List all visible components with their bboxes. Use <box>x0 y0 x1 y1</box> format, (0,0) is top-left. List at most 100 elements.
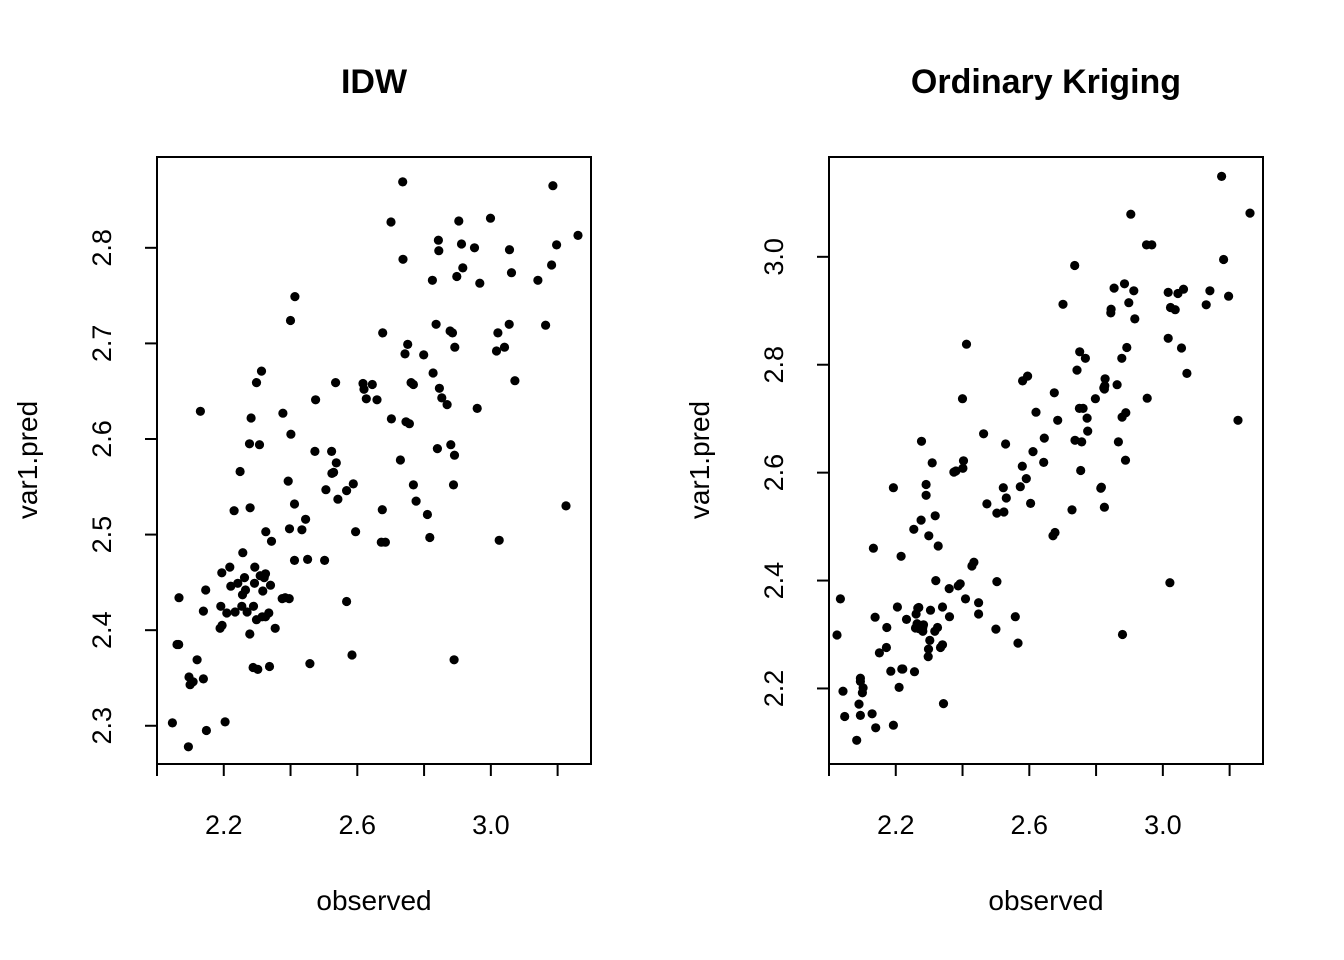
idw-data-point <box>573 230 583 240</box>
idw-data-point <box>499 342 510 352</box>
kriging-data-point <box>1031 407 1041 417</box>
kriging-data-point <box>1126 209 1136 219</box>
kriging-data-point <box>1075 347 1085 357</box>
idw-data-point <box>242 607 252 617</box>
kriging-data-point <box>974 609 984 619</box>
kriging-data-point <box>961 339 972 349</box>
idw-data-point <box>493 328 503 338</box>
kriging-data-point <box>1205 286 1215 296</box>
kriging-x-tick-label: 3.0 <box>1144 810 1182 840</box>
kriging-data-point <box>1219 254 1229 265</box>
idw-data-point <box>398 177 408 187</box>
kriging-data-point <box>835 594 846 604</box>
idw-points <box>167 177 583 752</box>
idw-x-axis: 2.2 2.6 3.0 <box>156 763 559 840</box>
kriging-data-point <box>927 458 937 468</box>
idw-data-point <box>348 479 358 489</box>
kriging-data-point <box>944 612 955 622</box>
kriging-data-point <box>982 499 992 509</box>
kriging-data-point <box>874 648 885 658</box>
idw-data-point <box>434 246 444 256</box>
idw-data-point <box>265 580 276 590</box>
kriging-data-point <box>854 699 864 709</box>
kriging-data-point <box>840 711 850 722</box>
kriging-data-point <box>1173 288 1183 299</box>
idw-data-point <box>442 400 452 410</box>
idw-data-point <box>285 315 296 326</box>
idw-data-point <box>449 450 460 460</box>
idw-data-point <box>278 408 288 418</box>
idw-data-point <box>256 366 267 376</box>
kriging-data-point <box>857 688 868 698</box>
idw-data-point <box>504 245 515 255</box>
idw-y-tick-label: 2.7 <box>87 325 117 363</box>
kriging-data-point <box>1015 482 1025 492</box>
idw-data-point <box>311 395 321 405</box>
idw-y-tick-label: 2.5 <box>87 516 117 554</box>
idw-data-point <box>506 268 517 278</box>
idw-data-point <box>217 568 227 578</box>
idw-data-point <box>266 536 277 546</box>
kriging-data-point <box>1117 629 1128 640</box>
kriging-data-point <box>1026 498 1036 508</box>
kriging-data-point <box>1129 286 1139 296</box>
kriging-data-point <box>1017 461 1027 471</box>
idw-data-point <box>475 278 485 288</box>
idw-y-tick-label: 2.3 <box>87 707 117 745</box>
kriging-data-point <box>949 467 959 477</box>
idw-data-point <box>342 486 352 496</box>
idw-data-point <box>351 527 361 537</box>
idw-data-point <box>320 555 330 566</box>
idw-data-point <box>432 444 442 454</box>
idw-y-axis: 2.3 2.4 2.5 2.6 2.7 2.8 <box>87 229 158 745</box>
kriging-data-point <box>896 551 906 561</box>
idw-data-point <box>229 506 239 516</box>
kriging-data-point <box>1018 376 1028 386</box>
kriging-data-point <box>935 642 946 653</box>
idw-data-point <box>198 674 208 684</box>
idw-data-point <box>230 607 240 617</box>
idw-data-point <box>235 466 245 477</box>
kriging-data-point <box>1013 638 1023 648</box>
kriging-data-point <box>888 720 899 730</box>
kriging-data-point <box>1122 342 1132 353</box>
idw-data-point <box>195 406 205 416</box>
idw-y-tick-label: 2.8 <box>87 229 117 267</box>
idw-data-point <box>174 639 184 650</box>
kriging-data-point <box>1120 455 1131 465</box>
kriging-data-point <box>909 667 920 677</box>
kriging-data-point <box>999 507 1009 517</box>
idw-data-point <box>561 501 571 511</box>
kriging-data-point <box>838 686 848 696</box>
idw-data-point <box>188 677 198 687</box>
kriging-data-point <box>1163 333 1173 343</box>
kriging-data-point <box>1182 368 1192 378</box>
kriging-data-point <box>1201 300 1211 310</box>
idw-data-point <box>395 455 405 465</box>
idw-data-point <box>449 655 459 665</box>
kriging-data-point <box>882 622 892 633</box>
kriging-data-point <box>979 429 989 439</box>
kriging-y-tick-label: 2.4 <box>759 562 789 600</box>
kriging-data-point <box>1076 465 1086 476</box>
idw-x-tick-label: 2.2 <box>205 810 243 840</box>
idw-data-point <box>434 383 444 393</box>
idw-data-point <box>454 216 464 226</box>
idw-data-point <box>270 623 280 633</box>
idw-data-point <box>284 594 294 604</box>
kriging-data-point <box>909 524 919 534</box>
kriging-data-point <box>1163 287 1173 297</box>
kriging-data-point <box>958 463 968 473</box>
idw-data-point <box>290 292 300 302</box>
kriging-data-point <box>1106 304 1116 314</box>
idw-data-point <box>327 446 337 456</box>
idw-data-point <box>331 378 341 388</box>
idw-data-point <box>333 494 343 504</box>
idw-data-point <box>377 505 387 515</box>
kriging-panel: Ordinary Kriging observed var1.pred 2.2 2… <box>684 63 1264 916</box>
idw-data-point <box>216 601 226 611</box>
kriging-data-point <box>898 664 908 674</box>
idw-data-point <box>425 532 435 543</box>
kriging-data-point <box>923 652 933 662</box>
